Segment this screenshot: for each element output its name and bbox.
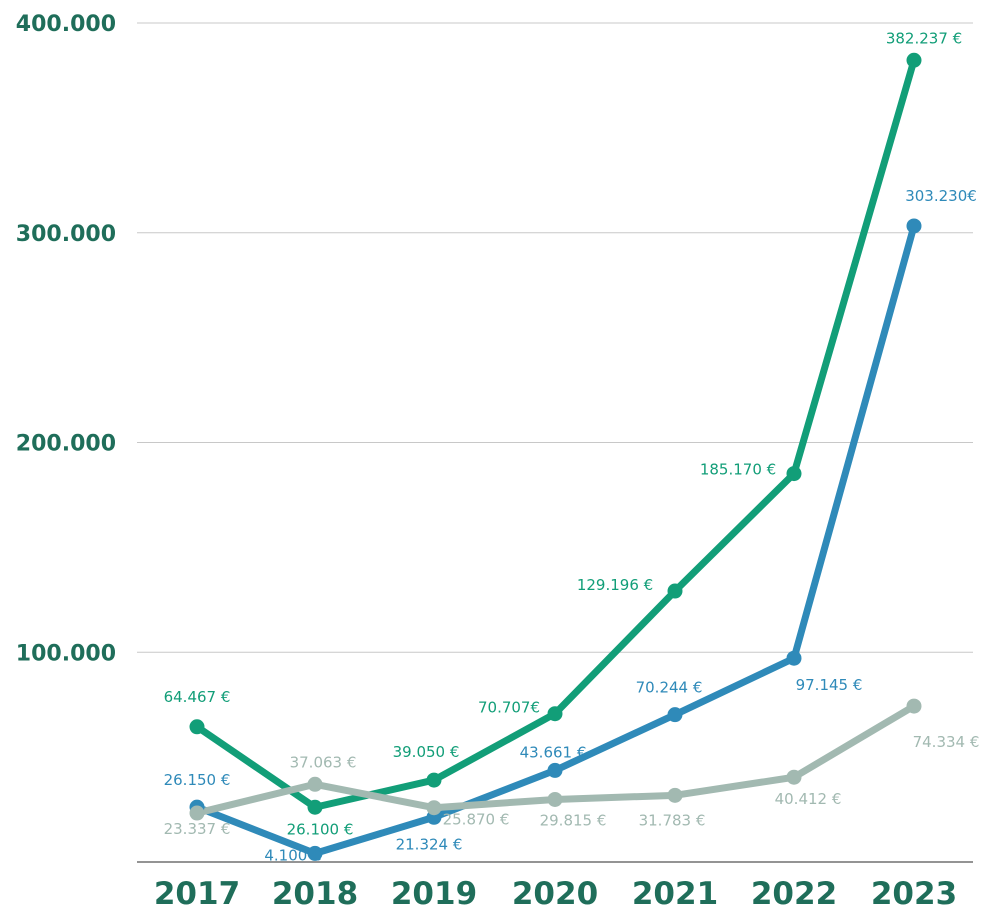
data-label: 129.196 € <box>577 576 653 594</box>
data-label: 70.244 € <box>636 679 703 697</box>
y-tick-label: 300.000 <box>16 222 116 247</box>
data-label: 26.150 € <box>164 771 231 789</box>
data-point <box>786 769 802 785</box>
data-label: 37.063 € <box>290 753 357 771</box>
data-label: 382.237 € <box>886 29 962 47</box>
data-point <box>786 466 802 482</box>
y-tick-label: 100.000 <box>16 641 116 666</box>
data-label: 43.661 € <box>520 743 587 761</box>
data-point <box>547 706 563 722</box>
x-tick-label: 2022 <box>751 876 837 906</box>
data-point <box>307 799 323 815</box>
series-points <box>189 52 922 861</box>
data-point <box>547 791 563 807</box>
data-point <box>426 772 442 788</box>
data-label: 26.100 € <box>287 820 354 838</box>
data-point <box>426 800 442 816</box>
data-point <box>189 719 205 735</box>
data-point <box>547 762 563 778</box>
x-tick-label: 2021 <box>632 876 718 906</box>
data-point <box>307 845 323 861</box>
data-label: 39.050 € <box>393 743 460 761</box>
data-label: 185.170 € <box>700 461 776 479</box>
data-label: 4.100 € <box>264 846 321 864</box>
x-tick-labels: 2017 2018 2019 2020 2021 2022 2023 <box>154 876 957 906</box>
data-label: 29.815 € <box>540 811 607 829</box>
data-point <box>189 805 205 821</box>
data-labels: 64.467 € 26.100 € 39.050 € 70.707€ 129.196 €… <box>164 29 980 864</box>
series-line <box>193 56 918 811</box>
x-tick-label: 2019 <box>391 876 477 906</box>
data-label: 40.412 € <box>775 790 842 808</box>
x-tick-label: 2020 <box>512 876 598 906</box>
data-point <box>307 776 323 792</box>
data-point <box>667 787 683 803</box>
x-tick-label: 2017 <box>154 876 240 906</box>
x-tick-label: 2018 <box>272 876 358 906</box>
data-label: 303.230€ <box>905 187 977 205</box>
x-tick-label: 2023 <box>871 876 957 906</box>
series-lines <box>193 56 918 857</box>
data-label: 31.783 € <box>639 811 706 829</box>
data-point <box>906 218 922 234</box>
data-label: 21.324 € <box>396 835 463 853</box>
data-point <box>906 52 922 68</box>
data-label: 70.707€ <box>478 699 540 717</box>
data-label: 64.467 € <box>164 688 231 706</box>
data-label: 74.334 € <box>913 733 980 751</box>
data-point <box>906 698 922 714</box>
data-point <box>786 650 802 666</box>
y-tick-label: 200.000 <box>16 432 116 457</box>
y-tick-label: 400.000 <box>16 12 116 37</box>
data-label: 23.337 € <box>164 820 231 838</box>
data-point <box>667 707 683 723</box>
gridlines <box>137 22 973 653</box>
data-label: 25.870 € <box>443 811 510 829</box>
y-tick-labels: 100.000 200.000 300.000 400.000 <box>16 12 116 666</box>
data-point <box>667 583 683 599</box>
data-label: 97.145 € <box>796 676 863 694</box>
